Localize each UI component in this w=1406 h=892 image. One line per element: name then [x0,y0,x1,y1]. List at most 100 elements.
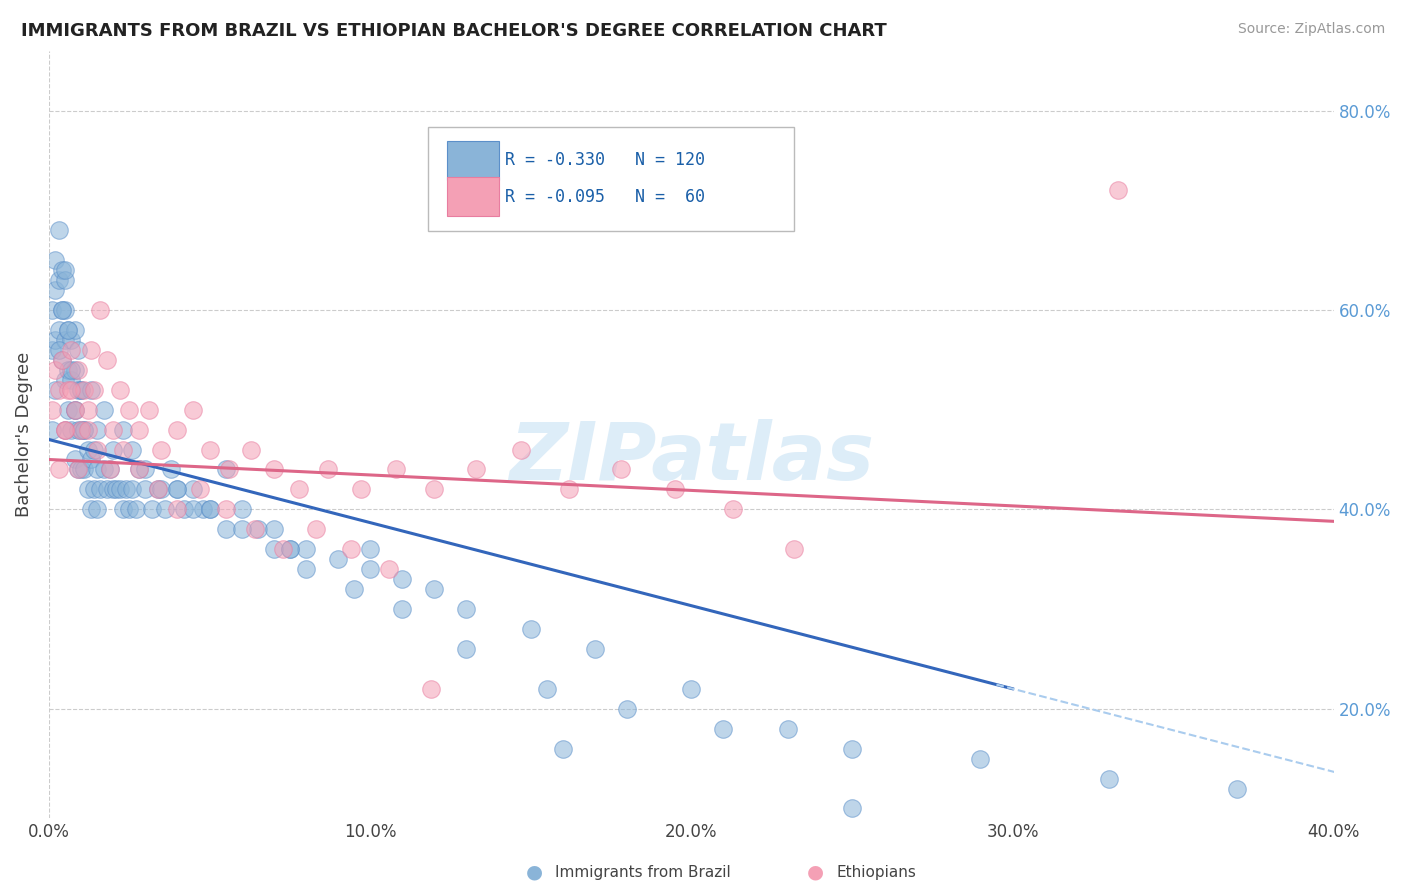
Point [80,383,103,397]
Point [583,642,606,657]
Point [103,483,125,497]
Point [44,333,66,347]
Point [108,383,131,397]
Point [231,522,253,536]
Point [359,542,381,557]
Point [60,383,83,397]
Point [456,642,478,657]
Point [51,352,73,367]
Point [51,302,73,317]
Point [111,442,134,457]
Point [44,383,66,397]
Point [48,273,70,287]
Point [385,462,408,476]
Point [183,483,205,497]
Point [60,373,83,387]
Point [60,363,83,377]
Point [349,483,371,497]
Point [616,702,638,716]
Point [536,681,558,696]
Point [98,462,121,476]
Point [609,462,631,476]
Point [423,483,446,497]
Point [343,582,366,596]
Point [125,502,148,516]
Point [121,442,143,457]
Point [243,522,266,536]
Point [278,542,301,557]
Point [86,442,108,457]
Point [198,502,221,516]
Point [76,402,98,417]
Point [359,562,381,576]
Point [66,462,89,476]
Point [53,423,76,437]
Point [48,223,70,237]
Point [89,302,111,317]
Point [103,442,125,457]
Point [58,402,80,417]
Point [58,323,80,337]
Point [76,442,98,457]
Point [214,462,236,476]
Point [76,423,98,437]
Point [160,462,183,476]
Point [664,483,686,497]
Point [183,402,205,417]
Point [340,542,363,557]
Point [53,423,76,437]
Point [41,423,63,437]
Point [218,462,240,476]
Text: R = -0.330   N = 120: R = -0.330 N = 120 [505,152,704,169]
Point [83,383,105,397]
Point [128,462,150,476]
Point [134,483,156,497]
Point [231,502,253,516]
Point [188,483,211,497]
Point [96,352,118,367]
Point [51,352,73,367]
Point [783,542,806,557]
Point [73,423,96,437]
Point [66,383,89,397]
Point [73,383,96,397]
Text: ●: ● [807,863,824,882]
Point [98,462,121,476]
Point [128,423,150,437]
Point [263,522,285,536]
Point [198,442,221,457]
Point [166,483,188,497]
Point [214,522,236,536]
Point [44,253,66,268]
Point [166,483,188,497]
Point [70,423,93,437]
Point [304,522,326,536]
Point [214,502,236,516]
Point [681,681,703,696]
Text: Source: ZipAtlas.com: Source: ZipAtlas.com [1237,22,1385,37]
Point [60,333,83,347]
Point [44,283,66,297]
Point [1098,772,1121,786]
Point [146,483,169,497]
Point [423,582,446,596]
Point [198,502,221,516]
FancyBboxPatch shape [447,141,499,179]
Point [53,423,76,437]
Point [150,442,173,457]
Point [70,423,93,437]
Point [391,602,413,616]
Y-axis label: Bachelor's Degree: Bachelor's Degree [15,352,32,517]
Point [183,502,205,516]
Point [48,343,70,357]
Point [83,442,105,457]
Point [58,383,80,397]
Point [465,462,488,476]
Point [776,722,799,736]
Point [66,343,89,357]
Point [63,323,86,337]
Point [73,423,96,437]
Point [1226,781,1249,796]
Point [969,751,991,765]
Point [48,383,70,397]
